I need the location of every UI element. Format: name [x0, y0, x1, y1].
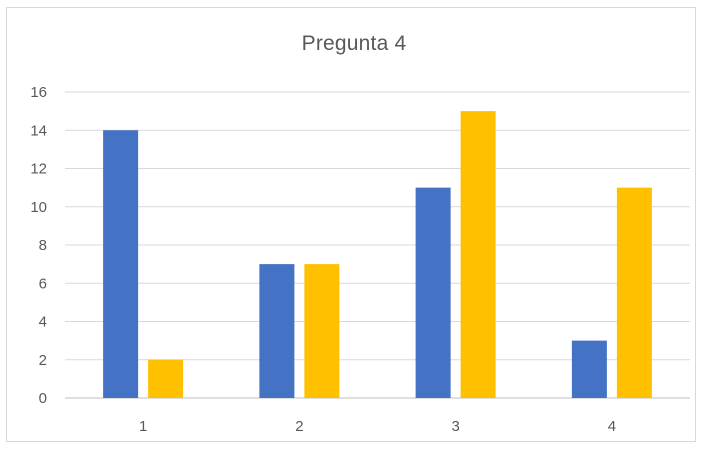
gridlines — [65, 91, 690, 399]
bar-series1-cat1 — [103, 130, 139, 398]
x-tick-label: 1 — [139, 418, 147, 435]
y-tick-label: 6 — [39, 275, 47, 292]
y-tick-label: 2 — [39, 352, 47, 369]
bar-series1-cat4 — [571, 340, 607, 398]
bar-series2-cat1 — [148, 359, 184, 398]
y-tick-label: 12 — [30, 161, 47, 178]
bar-series1-cat3 — [415, 187, 451, 398]
y-tick-label: 16 — [30, 84, 47, 101]
y-tick-label: 14 — [30, 122, 47, 139]
y-tick-label: 0 — [39, 390, 47, 407]
x-tick-label: 3 — [451, 418, 459, 435]
x-tick-label: 4 — [608, 418, 616, 435]
bars — [103, 111, 652, 398]
chart-title: Pregunta 4 — [301, 32, 407, 55]
y-tick-label: 4 — [39, 314, 47, 331]
bar-series2-cat3 — [460, 111, 496, 398]
y-tick-label: 8 — [39, 237, 47, 254]
bar-series2-cat2 — [304, 264, 340, 398]
y-tick-label: 10 — [30, 199, 47, 216]
x-tick-label: 2 — [295, 418, 303, 435]
bar-series1-cat2 — [259, 264, 295, 398]
bar-series2-cat4 — [616, 187, 652, 398]
